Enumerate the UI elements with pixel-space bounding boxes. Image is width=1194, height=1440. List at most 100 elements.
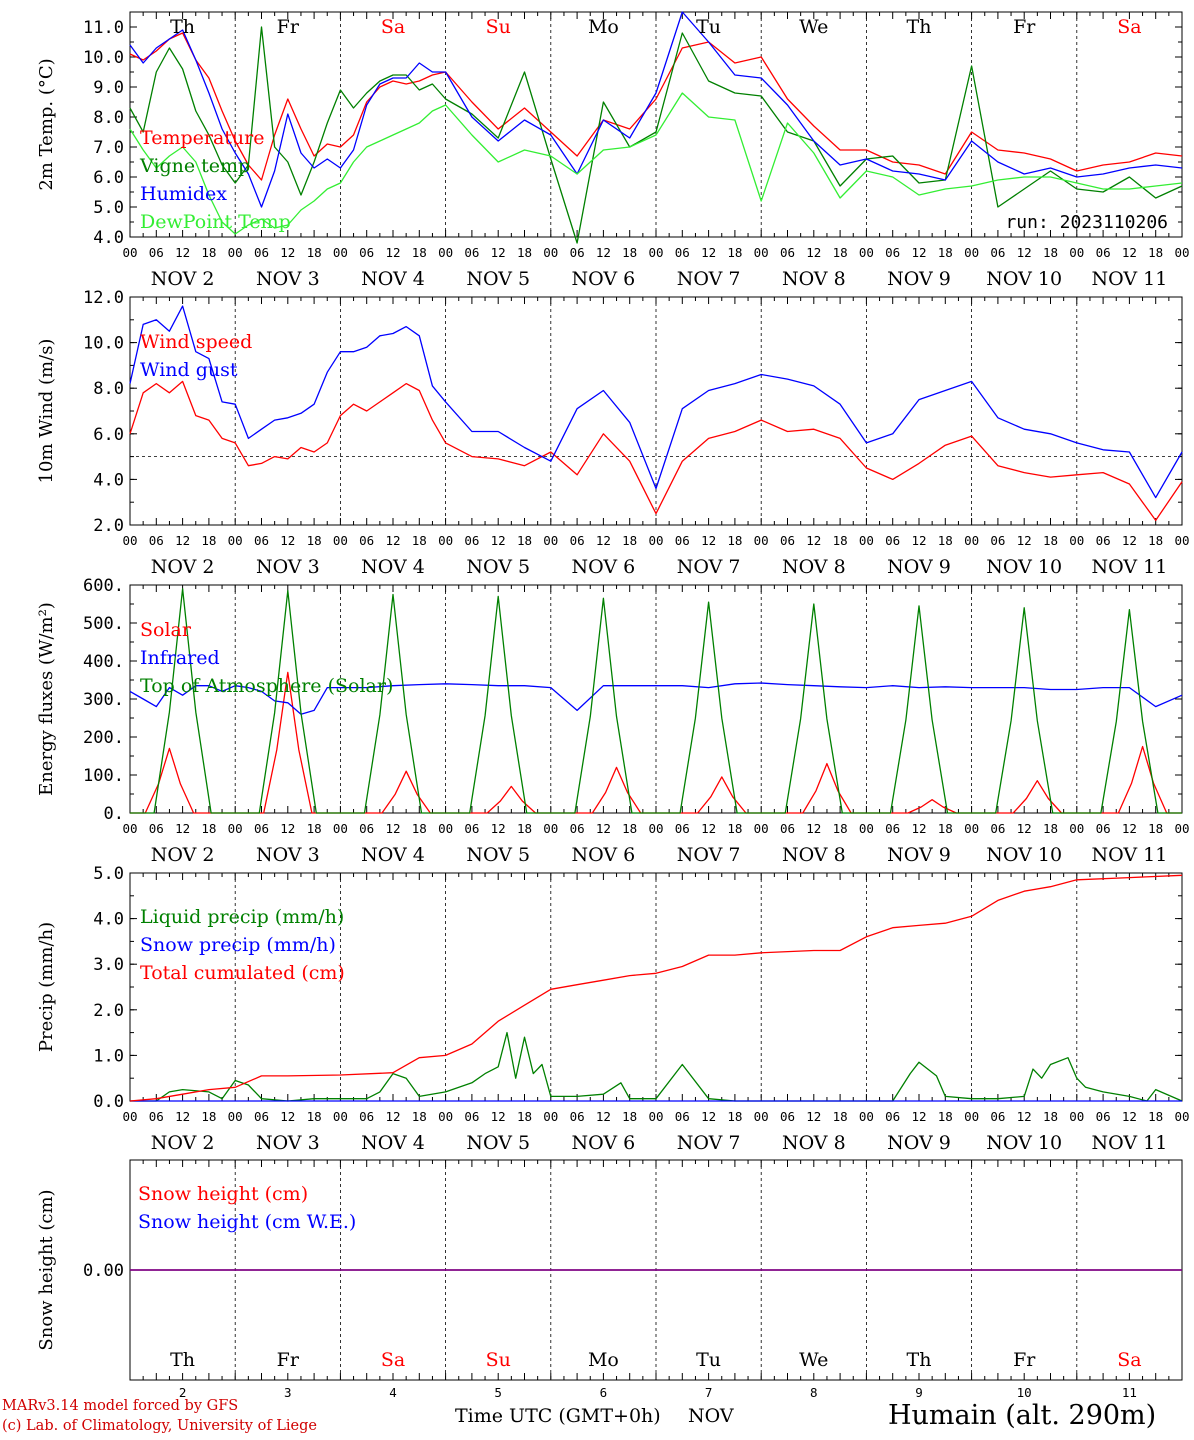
hour-tick-label: 18 [938, 821, 953, 836]
hour-tick-label: 18 [517, 821, 532, 836]
date-label: NOV 3 [256, 1132, 320, 1154]
hour-tick-label: 12 [596, 533, 611, 548]
hour-tick-label: 12 [491, 1109, 506, 1124]
date-label: NOV 7 [677, 1132, 741, 1154]
hour-tick-label: 18 [412, 245, 427, 260]
date-label: NOV 4 [361, 556, 425, 578]
legend-entry: DewPoint Temp [140, 211, 291, 233]
weekday-label: Mo [588, 1349, 619, 1371]
hour-tick-label: 12 [596, 1109, 611, 1124]
y-tick-label: 2.0 [93, 516, 124, 536]
hour-tick-label: 00 [648, 1109, 663, 1124]
hour-tick-label: 00 [543, 821, 558, 836]
y-axis-label: Precip (mm/h) [36, 922, 57, 1052]
hour-tick-label: 06 [570, 533, 585, 548]
legend-entry: Wind gust [140, 359, 238, 381]
hour-tick-label: 00 [859, 533, 874, 548]
day-number-label: 3 [284, 1385, 292, 1400]
legend-entry: Temperature [140, 127, 264, 149]
date-label: NOV 8 [782, 268, 846, 290]
hour-tick-label: 00 [859, 821, 874, 836]
hour-tick-label: 00 [754, 821, 769, 836]
hour-tick-label: 12 [385, 533, 400, 548]
day-number-label: 2 [179, 1385, 187, 1400]
hour-tick-label: 06 [570, 245, 585, 260]
hour-tick-label: 12 [701, 1109, 716, 1124]
series-line [130, 1031, 1183, 1102]
hour-tick-label: 00 [228, 1109, 243, 1124]
hour-tick-label: 00 [648, 533, 663, 548]
series-line [129, 682, 1183, 715]
series-line [129, 874, 1183, 1102]
hour-tick-label: 06 [254, 533, 269, 548]
hour-tick-label: 18 [1148, 821, 1163, 836]
legend-entry: Snow precip (mm/h) [140, 934, 336, 956]
hour-tick-label: 12 [1017, 533, 1032, 548]
weekday-label: Sa [381, 1349, 405, 1371]
day-number-label: 7 [705, 1385, 713, 1400]
hour-tick-label: 00 [859, 1109, 874, 1124]
legend-entry: Total cumulated (cm) [140, 962, 345, 984]
hour-tick-label: 00 [333, 245, 348, 260]
y-tick-label: 5.0 [93, 198, 124, 218]
y-tick-label: 6.0 [93, 168, 124, 188]
y-tick-label: 100. [83, 766, 124, 786]
hour-tick-label: 18 [727, 533, 742, 548]
hour-tick-label: 00 [122, 821, 137, 836]
hour-tick-label: 12 [175, 245, 190, 260]
hour-tick-label: 12 [911, 1109, 926, 1124]
hour-tick-label: 06 [675, 245, 690, 260]
y-tick-label: 4.0 [93, 910, 124, 930]
day-number-label: 6 [600, 1385, 608, 1400]
hour-tick-label: 12 [911, 245, 926, 260]
date-label: NOV 7 [677, 844, 741, 866]
hour-tick-label: 06 [570, 1109, 585, 1124]
date-label: NOV 10 [986, 556, 1062, 578]
legend-entry: Snow height (cm) [138, 1183, 308, 1205]
y-tick-label: 2.0 [93, 1001, 124, 1021]
hour-tick-label: 18 [1043, 245, 1058, 260]
hour-tick-label: 00 [438, 245, 453, 260]
hour-tick-label: 18 [412, 533, 427, 548]
hour-tick-label: 00 [438, 1109, 453, 1124]
legend-entry: Humidex [140, 183, 227, 205]
hour-tick-label: 18 [517, 1109, 532, 1124]
hour-tick-label: 00 [1069, 245, 1084, 260]
date-label: NOV 9 [887, 268, 951, 290]
hour-tick-label: 00 [122, 245, 137, 260]
date-label: NOV 9 [887, 1132, 951, 1154]
series-line [130, 588, 1182, 814]
hour-tick-label: 12 [280, 821, 295, 836]
date-label: NOV 6 [572, 556, 636, 578]
hour-tick-label: 06 [780, 245, 795, 260]
hour-tick-label: 12 [491, 533, 506, 548]
hour-tick-label: 00 [1069, 1109, 1084, 1124]
hour-tick-label: 00 [543, 245, 558, 260]
legend-entry: Infrared [140, 647, 220, 669]
hour-tick-label: 18 [833, 1109, 848, 1124]
weekday-label: Su [486, 1349, 511, 1371]
hour-tick-label: 00 [333, 1109, 348, 1124]
hour-tick-label: 12 [806, 1109, 821, 1124]
hour-tick-label: 00 [1174, 1109, 1189, 1124]
y-tick-label: 8.0 [93, 108, 124, 128]
hour-tick-label: 12 [1122, 821, 1137, 836]
hour-tick-label: 06 [780, 821, 795, 836]
hour-tick-label: 00 [859, 245, 874, 260]
y-tick-label: 8.0 [93, 379, 124, 399]
date-label: NOV 8 [782, 844, 846, 866]
date-label: NOV 5 [466, 268, 530, 290]
y-tick-label: 600. [83, 576, 124, 596]
y-tick-label: 10.0 [83, 48, 124, 68]
series-line [129, 305, 1183, 499]
hour-tick-label: 18 [201, 821, 216, 836]
legend-entry: Liquid precip (mm/h) [140, 906, 344, 928]
hour-tick-label: 00 [964, 821, 979, 836]
hour-tick-label: 06 [464, 245, 479, 260]
hour-tick-label: 12 [1122, 1109, 1137, 1124]
hour-tick-label: 06 [254, 821, 269, 836]
hour-tick-label: 00 [543, 1109, 558, 1124]
date-label: NOV 9 [887, 844, 951, 866]
hour-tick-label: 00 [754, 533, 769, 548]
